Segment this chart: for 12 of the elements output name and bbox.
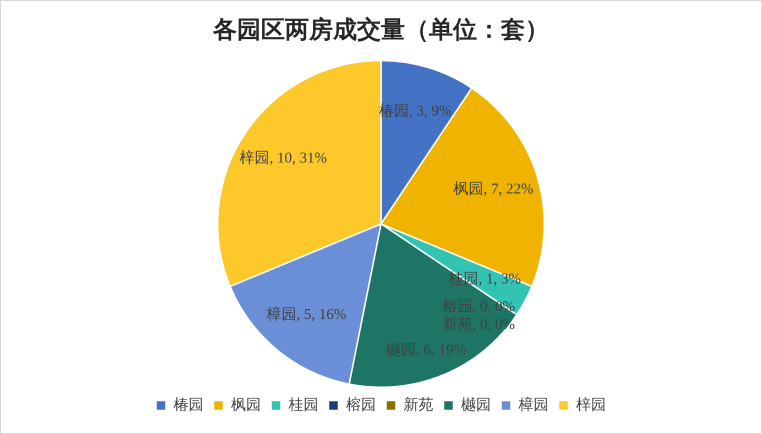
legend-label: 桂园 [288,396,318,414]
legend-label: 枫园 [231,396,261,414]
legend-label: 椿园 [174,396,204,414]
data-label: 梓园, 10, 31% [239,149,327,166]
legend-label: 新苑 [404,396,434,414]
data-label: 樟园, 5, 16% [265,306,346,323]
data-label: 枫园, 7, 22% [454,180,534,198]
legend-label: 榕园 [346,396,376,414]
chart-title: 各园区两房成交量（单位：套） [212,16,549,44]
legend-label: 樟园 [518,396,548,414]
legend-label: 梓园 [576,396,606,414]
legend-label: 樾园 [461,396,491,414]
